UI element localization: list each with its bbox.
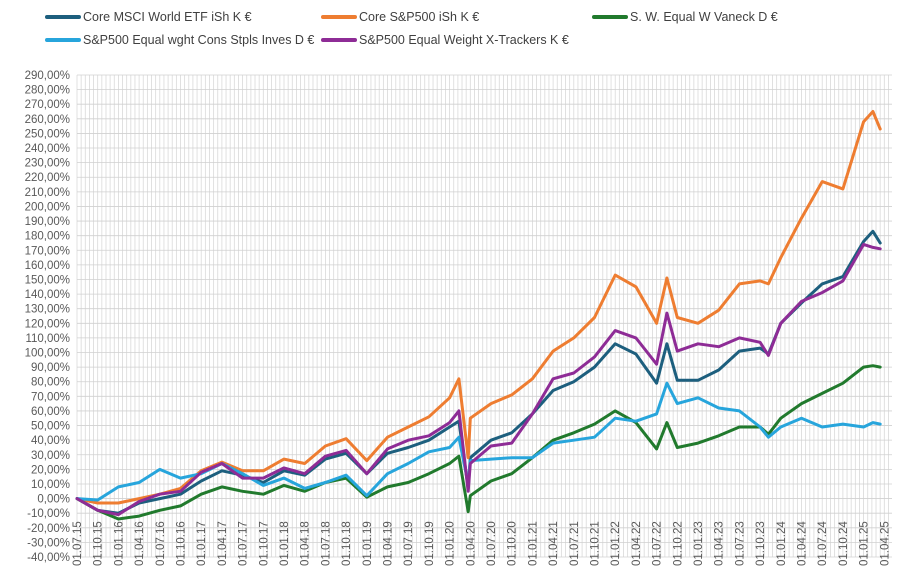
- x-tick-label: 01.07.20: [486, 521, 498, 566]
- y-tick-label: 210,00%: [25, 187, 70, 199]
- y-tick-label: 110,00%: [25, 333, 70, 345]
- legend-label: S&P500 Equal Weight X-Trackers K €: [359, 33, 569, 47]
- y-tick-label: 280,00%: [25, 85, 70, 97]
- x-tick-label: 01.10.24: [838, 521, 850, 566]
- x-tick-label: 01.07.17: [238, 521, 250, 566]
- x-tick-label: 01.04.23: [714, 521, 726, 566]
- y-tick-label: 120,00%: [25, 318, 70, 330]
- legend-item-sp500-cons-stpls: S&P500 Equal wght Cons Stpls Inves D €: [45, 33, 314, 47]
- y-tick-label: 190,00%: [25, 216, 70, 228]
- legend-label: S. W. Equal W Vaneck D €: [630, 10, 778, 24]
- x-tick-label: 01.01.21: [527, 521, 539, 566]
- x-tick-label: 01.10.18: [341, 521, 353, 566]
- x-tick-label: 01.01.17: [196, 521, 208, 566]
- x-tick-label: 01.04.24: [797, 521, 809, 566]
- y-tick-label: 80,00%: [31, 377, 70, 389]
- x-tick-label: 01.04.16: [134, 521, 146, 566]
- y-tick-label: 180,00%: [25, 231, 70, 243]
- legend-swatch: [45, 38, 81, 42]
- series-line-1: [75, 110, 882, 505]
- legend-item-core-sp500: Core S&P500 iSh K €: [321, 10, 479, 24]
- legend-swatch: [321, 15, 357, 19]
- x-tick-label: 01.01.16: [113, 521, 125, 566]
- y-tick-label: 220,00%: [25, 172, 70, 184]
- x-tick-label: 01.10.15: [93, 521, 105, 566]
- y-tick-label: 30,00%: [31, 450, 70, 462]
- legend-item-sw-equal-vaneck: S. W. Equal W Vaneck D €: [592, 10, 778, 24]
- legend-swatch: [45, 15, 81, 19]
- y-tick-label: 260,00%: [25, 114, 70, 126]
- y-axis-labels: 290,00% 280,00% 270,00% 260,00% 250,00% 240,0…: [25, 70, 70, 564]
- x-tick-label: 01.10.20: [507, 521, 519, 566]
- x-tick-label: 01.04.25: [879, 521, 891, 566]
- y-tick-label: 20,00%: [31, 464, 70, 476]
- legend-swatch: [321, 38, 357, 42]
- x-tick-label: 01.07.16: [155, 521, 167, 566]
- x-tick-label: 01.04.19: [383, 521, 395, 566]
- x-tick-label: 01.10.19: [424, 521, 436, 566]
- y-tick-label: 200,00%: [25, 201, 70, 213]
- x-tick-label: 01.10.22: [672, 521, 684, 566]
- series-line-4: [75, 242, 882, 517]
- y-tick-label: 140,00%: [25, 289, 70, 301]
- x-tick-label: 01.01.19: [362, 521, 374, 566]
- legend-item-core-msci-world: Core MSCI World ETF iSh K €: [45, 10, 252, 24]
- x-tick-label: 01.04.21: [548, 521, 560, 566]
- y-tick-label: 170,00%: [25, 245, 70, 257]
- x-tick-label: 01.01.20: [445, 521, 457, 566]
- legend-swatch: [592, 15, 628, 19]
- legend-item-sp500-equal-xtrackers: S&P500 Equal Weight X-Trackers K €: [321, 33, 569, 47]
- y-tick-label: 290,00%: [25, 70, 70, 82]
- legend-label: Core S&P500 iSh K €: [359, 10, 480, 24]
- x-tick-label: 01.10.23: [755, 521, 767, 566]
- x-tick-label: 01.10.16: [176, 521, 188, 566]
- y-tick-label: 40,00%: [31, 435, 70, 447]
- x-tick-label: 01.01.24: [776, 521, 788, 566]
- chart-legend: Core MSCI World ETF iSh K € Core S&P500 …: [0, 0, 900, 56]
- y-tick-label: 100,00%: [25, 348, 70, 360]
- x-axis-labels: 01.07.15 01.10.15 01.01.16 01.04.16 01.07.16…: [72, 521, 891, 566]
- x-tick-label: 01.04.18: [300, 521, 312, 566]
- y-tick-label: 270,00%: [25, 99, 70, 111]
- y-tick-label: 60,00%: [31, 406, 70, 418]
- y-tick-label: -20,00%: [27, 523, 70, 535]
- x-tick-label: 01.07.15: [72, 521, 84, 566]
- series-lines: [75, 110, 882, 521]
- x-tick-label: 01.07.19: [403, 521, 415, 566]
- gridlines: [76, 74, 892, 558]
- x-tick-label: 01.01.25: [859, 521, 871, 566]
- y-tick-label: -10,00%: [27, 508, 70, 520]
- x-tick-label: 01.10.21: [590, 521, 602, 566]
- x-tick-label: 01.01.18: [279, 521, 291, 566]
- y-tick-label: 240,00%: [25, 143, 70, 155]
- x-tick-label: 01.07.18: [320, 521, 332, 566]
- y-tick-label: 70,00%: [31, 391, 70, 403]
- y-tick-label: 160,00%: [25, 260, 70, 272]
- y-tick-label: 90,00%: [31, 362, 70, 374]
- y-tick-label: 230,00%: [25, 158, 70, 170]
- y-tick-label: 250,00%: [25, 128, 70, 140]
- x-tick-label: 01.01.22: [610, 521, 622, 566]
- y-tick-label: -40,00%: [27, 552, 70, 564]
- x-tick-label: 01.01.23: [693, 521, 705, 566]
- y-tick-label: 10,00%: [31, 479, 70, 491]
- y-tick-label: 0,00%: [37, 494, 70, 506]
- x-tick-label: 01.07.21: [569, 521, 581, 566]
- legend-label: Core MSCI World ETF iSh K €: [83, 10, 252, 24]
- x-tick-label: 01.07.22: [652, 521, 664, 566]
- y-tick-label: 130,00%: [25, 304, 70, 316]
- x-tick-label: 01.04.17: [217, 521, 229, 566]
- y-tick-label: 50,00%: [31, 421, 70, 433]
- x-tick-label: 01.04.22: [631, 521, 643, 566]
- x-tick-label: 01.04.20: [465, 521, 477, 566]
- legend-label: S&P500 Equal wght Cons Stpls Inves D €: [83, 33, 315, 47]
- x-tick-label: 01.10.17: [258, 521, 270, 566]
- y-tick-label: 150,00%: [25, 274, 70, 286]
- x-tick-label: 01.07.24: [817, 521, 829, 566]
- x-tick-label: 01.07.23: [734, 521, 746, 566]
- y-tick-label: -30,00%: [27, 537, 70, 549]
